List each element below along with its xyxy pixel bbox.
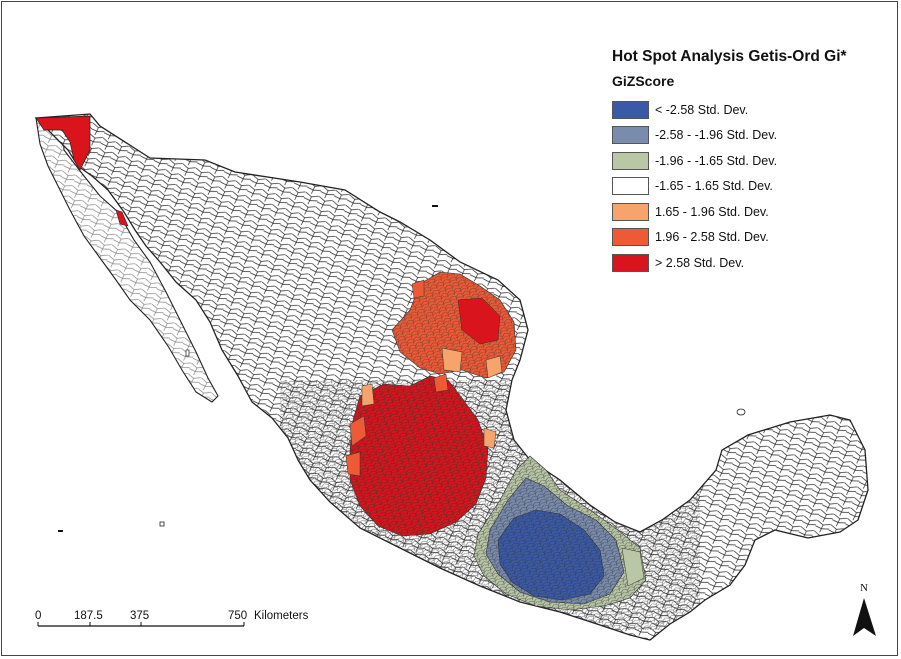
scale-tick-2: 375 bbox=[130, 610, 150, 622]
legend-swatch bbox=[612, 202, 649, 221]
north-arrow-icon bbox=[853, 598, 876, 636]
scale-bar-graphic bbox=[37, 622, 245, 627]
legend-item: 1.96 - 2.58 Std. Dev. bbox=[612, 228, 769, 247]
map-legend: Hot Spot Analysis Getis-Ord Gi* GiZScore… bbox=[612, 48, 897, 272]
legend-swatch bbox=[612, 253, 649, 272]
hotspot-northwest bbox=[35, 115, 91, 171]
legend-label: 1.96 - 2.58 Std. Dev. bbox=[655, 230, 769, 244]
legend-label: -1.96 - -1.65 Std. Dev. bbox=[655, 153, 778, 168]
legend-swatch bbox=[612, 151, 649, 170]
legend-title: Hot Spot Analysis Getis-Ord Gi* bbox=[612, 48, 847, 65]
legend-label: -2.58 - -1.96 Std. Dev. bbox=[655, 128, 778, 142]
legend-item: -1.96 - -1.65 Std. Dev. bbox=[612, 151, 777, 170]
legend-item: -1.65 - 1.65 Std. Dev. bbox=[612, 177, 773, 196]
legend-item: > 2.58 Std. Dev. bbox=[612, 253, 744, 272]
scale-tick-1: 187.5 bbox=[74, 610, 103, 622]
legend-swatch bbox=[612, 228, 649, 246]
legend-label: -1.65 - 1.65 Std. Dev. bbox=[655, 179, 773, 193]
north-label: N bbox=[860, 582, 868, 594]
legend-label: > 2.58 Std. Dev. bbox=[655, 255, 745, 270]
legend-label: 1.65 - 1.96 Std. Dev. bbox=[655, 204, 769, 219]
scale-bar: 0 187.5 375 750 Kilometers bbox=[32, 610, 332, 630]
legend-item: -2.58 - -1.96 Std. Dev. bbox=[612, 126, 777, 145]
legend-swatch bbox=[612, 100, 649, 119]
scale-tick-0: 0 bbox=[35, 610, 42, 622]
legend-swatch bbox=[612, 126, 649, 144]
legend-item: 1.65 - 1.96 Std. Dev. bbox=[612, 202, 769, 221]
scale-unit: Kilometers bbox=[254, 610, 309, 622]
north-arrow: N bbox=[850, 580, 880, 640]
scale-tick-3: 750 bbox=[228, 610, 248, 622]
legend-label: < -2.58 Std. Dev. bbox=[655, 102, 749, 117]
legend-field-name: GiZScore bbox=[612, 73, 675, 89]
legend-item: < -2.58 Std. Dev. bbox=[612, 100, 748, 119]
legend-swatch bbox=[612, 177, 649, 195]
